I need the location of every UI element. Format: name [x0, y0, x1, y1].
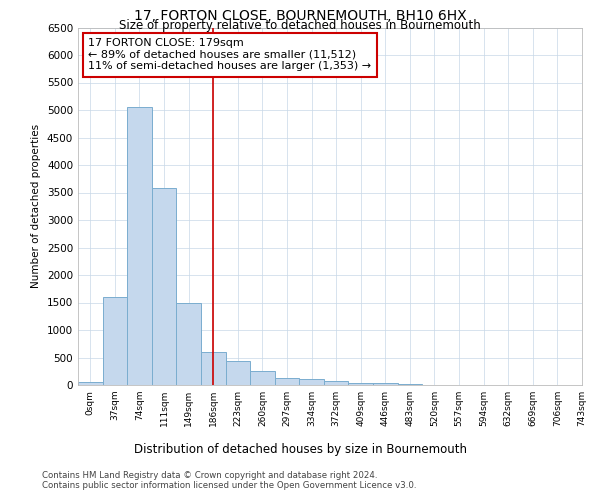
Text: Distribution of detached houses by size in Bournemouth: Distribution of detached houses by size … [133, 442, 467, 456]
Bar [226, 362, 250, 385]
Bar [349, 383, 373, 385]
Text: 17 FORTON CLOSE: 179sqm
← 89% of detached houses are smaller (11,512)
11% of sem: 17 FORTON CLOSE: 179sqm ← 89% of detache… [88, 38, 371, 72]
Bar [373, 384, 398, 385]
Bar [176, 302, 201, 385]
Text: Contains HM Land Registry data © Crown copyright and database right 2024.: Contains HM Land Registry data © Crown c… [42, 471, 377, 480]
Text: Contains public sector information licensed under the Open Government Licence v3: Contains public sector information licen… [42, 481, 416, 490]
Bar [103, 297, 127, 385]
Bar [152, 188, 176, 385]
Bar [78, 382, 103, 385]
Bar [299, 379, 324, 385]
Text: 17, FORTON CLOSE, BOURNEMOUTH, BH10 6HX: 17, FORTON CLOSE, BOURNEMOUTH, BH10 6HX [134, 9, 466, 23]
Bar [275, 378, 299, 385]
Y-axis label: Number of detached properties: Number of detached properties [31, 124, 41, 288]
Bar [398, 384, 422, 385]
Bar [324, 380, 349, 385]
Bar [250, 370, 275, 385]
Bar [127, 108, 152, 385]
Text: Size of property relative to detached houses in Bournemouth: Size of property relative to detached ho… [119, 19, 481, 32]
Bar [201, 352, 226, 385]
